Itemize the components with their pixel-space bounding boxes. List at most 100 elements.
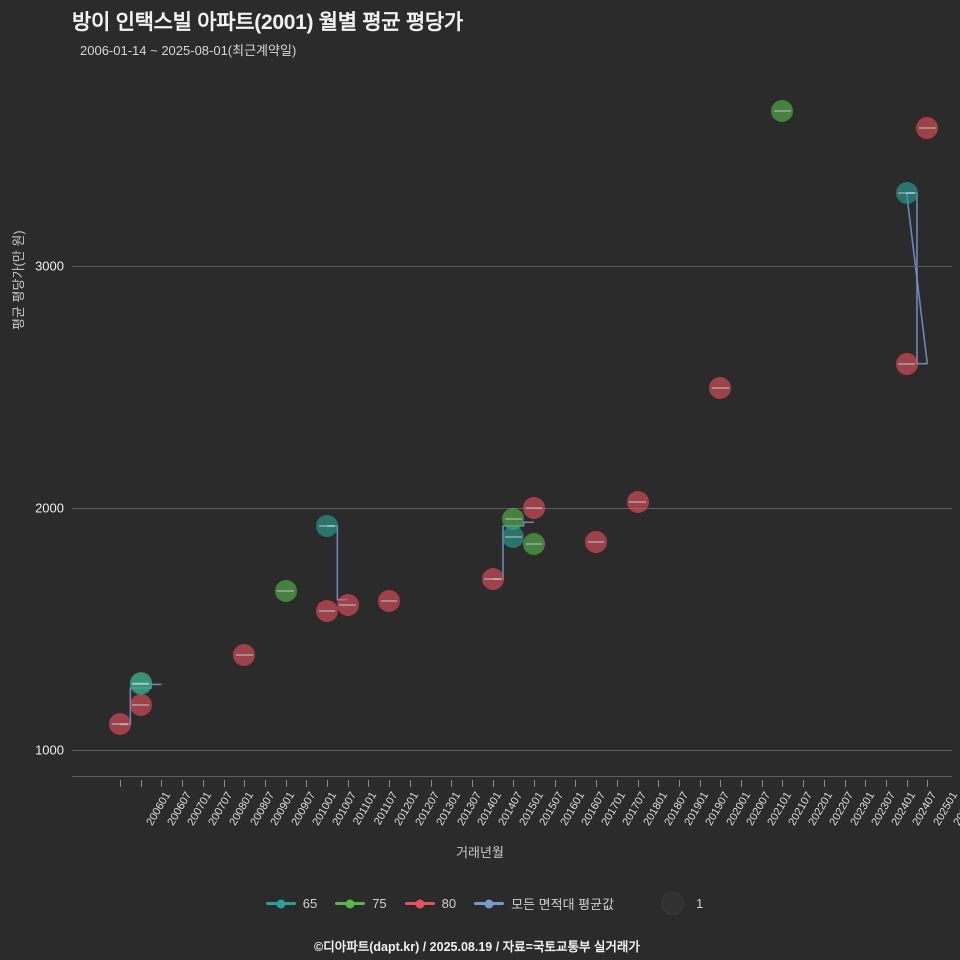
x-tick bbox=[327, 780, 328, 787]
data-point[interactable] bbox=[336, 593, 359, 616]
avg-line-segment bbox=[327, 525, 348, 601]
data-point-marker bbox=[525, 543, 543, 546]
x-tick bbox=[844, 780, 846, 787]
data-point-marker bbox=[504, 517, 522, 520]
data-point-marker bbox=[132, 683, 150, 686]
x-tick bbox=[885, 780, 887, 787]
data-point[interactable] bbox=[626, 490, 649, 513]
x-tick bbox=[120, 780, 121, 787]
x-tick bbox=[264, 780, 266, 787]
x-tick bbox=[471, 780, 473, 787]
data-point[interactable] bbox=[709, 376, 732, 399]
size-legend-circle-icon bbox=[661, 892, 685, 915]
x-tick bbox=[409, 780, 411, 787]
data-point[interactable] bbox=[316, 514, 338, 537]
data-point[interactable] bbox=[585, 530, 608, 553]
legend-line-swatch bbox=[335, 899, 366, 908]
x-tick bbox=[678, 780, 680, 787]
x-tick bbox=[761, 780, 763, 787]
x-tick bbox=[244, 780, 246, 787]
data-point[interactable] bbox=[481, 568, 504, 591]
data-point[interactable] bbox=[502, 525, 525, 548]
x-tick bbox=[389, 780, 391, 787]
legend-item-2[interactable]: 75 bbox=[335, 896, 387, 911]
data-point-marker bbox=[587, 540, 605, 543]
data-point-marker bbox=[774, 109, 791, 112]
data-point-marker bbox=[898, 362, 915, 365]
legend-item-4[interactable]: 모든 면적대 평균값 bbox=[474, 894, 614, 913]
plot-area: 1000 2000 3000 bbox=[35, 72, 952, 774]
data-point-marker bbox=[318, 609, 336, 612]
data-point[interactable] bbox=[233, 644, 256, 667]
y-tick-label: 3000 bbox=[35, 258, 64, 274]
data-point[interactable] bbox=[129, 694, 152, 716]
data-point-marker bbox=[504, 535, 522, 538]
data-point[interactable] bbox=[895, 352, 918, 375]
data-point-marker bbox=[380, 599, 398, 602]
data-point[interactable] bbox=[523, 496, 545, 519]
x-tick bbox=[823, 780, 825, 787]
data-point[interactable] bbox=[523, 533, 545, 556]
y-tick-label: 2000 bbox=[35, 500, 64, 516]
y-tick-label: 1000 bbox=[35, 742, 64, 758]
chart-legend: 65 75 80 모든 면적대 평균값 1 bbox=[0, 892, 960, 915]
line-overlay bbox=[120, 192, 929, 726]
data-point[interactable] bbox=[129, 673, 152, 696]
data-point-marker bbox=[525, 506, 543, 509]
x-tick bbox=[285, 780, 287, 787]
data-point-marker bbox=[318, 524, 336, 527]
data-point-marker bbox=[277, 590, 294, 593]
data-point[interactable] bbox=[378, 589, 401, 612]
legend-label: 80 bbox=[441, 896, 457, 911]
x-tick bbox=[720, 780, 722, 787]
data-point-marker bbox=[711, 386, 729, 389]
avg-line-segment bbox=[905, 192, 929, 364]
data-point-marker bbox=[484, 578, 501, 581]
y-axis-title: 평균 평당가(만 원) bbox=[11, 230, 26, 330]
data-point-marker bbox=[918, 126, 936, 129]
x-tick bbox=[368, 780, 370, 787]
legend-dot-icon bbox=[345, 899, 355, 908]
x-tick bbox=[575, 780, 577, 787]
data-point-marker bbox=[132, 704, 150, 706]
x-tick bbox=[596, 780, 598, 787]
page-title: 방이 인택스빌 아파트(2001) 월별 평균 평당가 bbox=[72, 11, 463, 34]
data-point[interactable] bbox=[895, 182, 918, 205]
size-legend-label: 1 bbox=[696, 896, 704, 911]
size-legend: 1 bbox=[661, 892, 703, 915]
footer: ©디아파트(dapt.kr) / 2025.08.19 / 자료=국토교통부 실… bbox=[0, 936, 960, 955]
x-axis-line bbox=[72, 776, 952, 777]
legend-label: 65 bbox=[302, 896, 318, 911]
legend-dot-icon bbox=[276, 899, 286, 908]
legend-item-3[interactable]: 80 bbox=[404, 896, 457, 911]
data-point[interactable] bbox=[916, 116, 939, 139]
data-point[interactable] bbox=[502, 507, 525, 530]
x-tick bbox=[803, 780, 805, 787]
x-tick bbox=[741, 780, 742, 787]
legend-label: 75 bbox=[372, 896, 387, 911]
y-gridline: 1000 bbox=[35, 742, 952, 757]
data-point[interactable] bbox=[109, 713, 131, 736]
data-point[interactable] bbox=[274, 580, 297, 603]
data-point-marker bbox=[235, 654, 253, 657]
data-point[interactable] bbox=[316, 599, 338, 622]
legend-dot-icon bbox=[484, 899, 494, 908]
legend-item-1[interactable]: 65 bbox=[265, 896, 318, 911]
x-tick bbox=[140, 780, 142, 787]
x-tick bbox=[223, 780, 225, 787]
x-tick bbox=[616, 780, 618, 787]
x-tick bbox=[347, 780, 349, 787]
data-point-marker bbox=[111, 723, 129, 726]
x-axis-title: 거래년월 bbox=[456, 845, 504, 860]
x-tick bbox=[699, 780, 701, 787]
x-tick bbox=[865, 780, 867, 787]
x-tick bbox=[906, 780, 908, 787]
x-tick bbox=[161, 780, 163, 787]
legend-line-swatch bbox=[404, 899, 435, 908]
data-point[interactable] bbox=[771, 99, 794, 122]
x-tick bbox=[182, 780, 184, 787]
data-point-marker bbox=[629, 500, 646, 503]
data-point-marker bbox=[339, 603, 357, 606]
legend-line-swatch bbox=[265, 899, 296, 908]
